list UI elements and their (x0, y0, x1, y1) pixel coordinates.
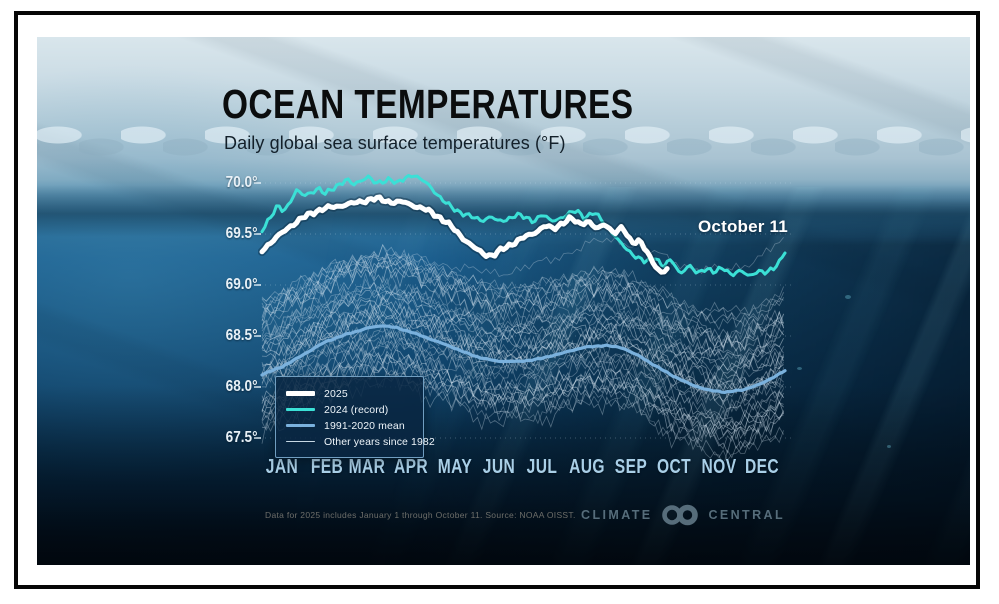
legend: 2025 2024 (record) 1991-2020 mean Other … (275, 376, 435, 458)
x-axis-label-jun: JUN (482, 456, 516, 478)
x-axis-label-apr: APR (394, 456, 429, 478)
x-axis-label-sep: SEP (615, 456, 648, 478)
line-1991-2020-mean (260, 324, 787, 394)
y-axis-label-70.0: 70.0° (226, 174, 258, 191)
legend-swatch-2025 (286, 391, 315, 396)
legend-item-mean: 1991-2020 mean (286, 418, 413, 433)
y-axis-label-68.5: 68.5° (226, 327, 258, 344)
logo-rings-icon (659, 503, 701, 527)
logo-text-central: CENTRAL (708, 508, 785, 522)
main-series-lines (258, 174, 787, 394)
legend-swatch-other-years (286, 440, 315, 443)
logo-text-climate: CLIMATE (581, 508, 653, 522)
sea-surface-temperature-chart (254, 174, 793, 461)
y-axis-label-69.0: 69.0° (226, 276, 258, 293)
x-axis-label-oct: OCT (657, 456, 692, 478)
y-axis-label-67.5: 67.5° (226, 429, 258, 446)
legend-item-other-years: Other years since 1982 (286, 434, 435, 449)
data-source-note: Data for 2025 includes January 1 through… (265, 510, 576, 520)
x-axis-label-jan: JAN (265, 456, 299, 478)
legend-item-2025: 2025 (286, 386, 413, 401)
x-axis-label-may: MAY (437, 456, 472, 478)
y-axis-label-69.5: 69.5° (226, 225, 258, 242)
page-subtitle: Daily global sea surface temperatures (°… (224, 133, 566, 154)
x-axis-label-jul: JUL (526, 456, 558, 478)
x-axis-label-feb: FEB (310, 456, 343, 478)
x-axis-label-mar: MAR (348, 456, 386, 478)
date-annotation: October 11 (698, 217, 788, 236)
legend-item-2024-record: 2024 (record) (286, 402, 413, 417)
frame-border: OCEAN TEMPERATURES Daily global sea surf… (14, 11, 980, 589)
x-axis-label-aug: AUG (568, 456, 605, 478)
y-axis-label-68.0: 68.0° (226, 378, 258, 395)
climate-central-logo: CLIMATE CENTRAL (581, 503, 785, 527)
header: OCEAN TEMPERATURES Daily global sea surf… (222, 81, 727, 154)
legend-swatch-2024 (286, 408, 315, 411)
line-2024-record (260, 174, 787, 278)
page-title: OCEAN TEMPERATURES (222, 81, 634, 127)
other-years-lines (261, 236, 784, 461)
line-2025 (259, 194, 670, 275)
legend-swatch-mean (286, 424, 315, 427)
gridlines (254, 182, 793, 439)
ocean-graphic: OCEAN TEMPERATURES Daily global sea surf… (37, 37, 970, 565)
x-axis-label-dec: DEC (744, 456, 780, 478)
x-axis-label-nov: NOV (701, 456, 737, 478)
